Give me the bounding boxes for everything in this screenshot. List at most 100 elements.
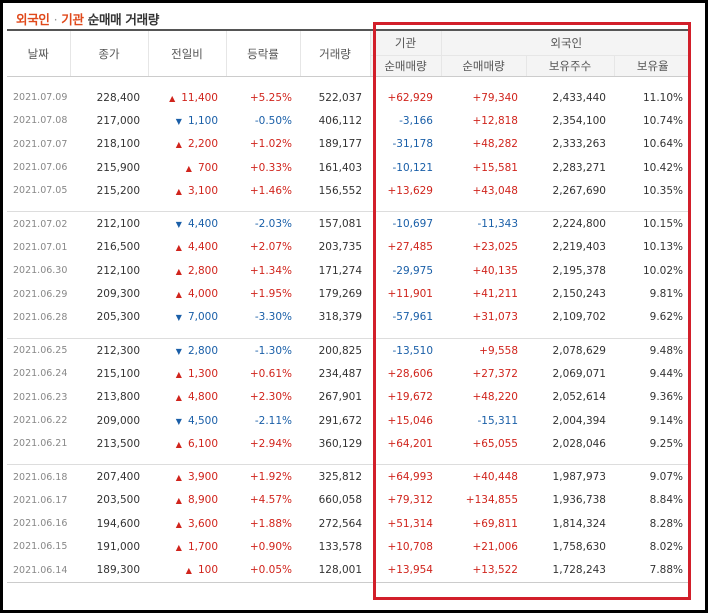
cell-rate: +0.33% [249, 161, 292, 174]
cell-rate: +0.05% [226, 558, 300, 583]
cell-volume: 318,379 [318, 311, 362, 324]
cell-foreign-hold: 2,078,629 [526, 337, 614, 363]
cell-volume: 234,487 [318, 367, 362, 380]
cell-date: 2021.07.05 [13, 185, 68, 197]
table-row: 2021.06.17 203,500 ▲ 8,900 +4.57% 660,058 +79,… [7, 489, 691, 512]
cell-change: ▲ 11,400 [148, 86, 226, 109]
table-row: 2021.06.24 215,100 ▲ 1,300 +0.61% 234,487 +28,… [7, 362, 691, 385]
header-change: 전일비 [147, 29, 226, 77]
down-triangle-icon: ▼ [175, 116, 182, 126]
change-value: 4,400 [187, 218, 218, 231]
cell-foreign-hold: 2,283,271 [552, 161, 606, 174]
cell-date: 2021.06.28 [13, 311, 68, 323]
change-value: 2,800 [187, 344, 218, 357]
cell-foreign-net: +48,282 [472, 138, 518, 151]
table-row: 2021.06.23 213,800 ▲ 4,800 +2.30% 267,901 +19,… [7, 386, 691, 409]
table-row: 2021.06.16 194,600 ▲ 3,600 +1.88% 272,564 +51,… [7, 512, 691, 535]
cell-foreign-hold: 1,987,973 [526, 464, 614, 489]
cell-date: 2021.06.23 [13, 391, 68, 403]
change-value: 1,100 [187, 114, 218, 127]
cell-foreign-ratio: 10.35% [642, 184, 683, 197]
change-value: 1,700 [187, 540, 218, 553]
cell-inst-net: +64,993 [370, 464, 441, 489]
header-volume: 거래량 [299, 29, 370, 77]
cell-close: 191,000 [96, 540, 140, 553]
up-triangle-icon: ▲ [169, 93, 176, 103]
change-value: 11,400 [181, 91, 218, 104]
change-value: 4,000 [187, 288, 218, 301]
cell-foreign-hold: 1,758,630 [552, 540, 606, 553]
cell-change: ▼ 4,500 [148, 409, 226, 432]
cell-change: ▲ 1,700 [148, 535, 226, 558]
up-triangle-icon: ▲ [175, 369, 182, 379]
title-foreign: 외국인 [16, 12, 50, 27]
cell-date: 2021.07.09 [13, 92, 68, 104]
cell-close: 215,200 [96, 184, 140, 197]
cell-foreign-net: +27,372 [472, 367, 518, 380]
cell-inst-net: +19,672 [387, 391, 433, 404]
cell-foreign-net: +43,048 [472, 184, 518, 197]
cell-date: 2021.06.29 [13, 288, 68, 300]
cell-volume: 660,058 [318, 494, 362, 507]
content-frame: 외국인 · 기관 순매매 거래량 날짜 종가 전일비 등락률 거래량 기관 외국인 … [3, 3, 705, 610]
up-triangle-icon: ▲ [175, 243, 182, 253]
cell-foreign-net: -11,343 [441, 211, 526, 236]
header-inst-net: 순매매량 [369, 55, 441, 77]
change-value: 2,200 [187, 138, 218, 151]
cell-rate: +1.34% [249, 264, 292, 277]
cell-close: 212,100 [96, 264, 140, 277]
table-row: 2021.07.09 228,400 ▲ 11,400 +5.25% 522,037 +62… [7, 86, 691, 109]
cell-volume: 156,552 [318, 184, 362, 197]
section-title: 외국인 · 기관 순매매 거래량 [16, 9, 159, 27]
cell-rate: +0.90% [249, 540, 292, 553]
change-value: 4,800 [187, 391, 218, 404]
cell-change: ▲ 2,200 [148, 133, 226, 156]
cell-foreign-ratio: 9.07% [614, 464, 691, 489]
cell-inst-net: +27,485 [387, 241, 433, 254]
header-foreign-hold: 보유주수 [525, 55, 614, 77]
header-foreign-group: 외국인 [440, 29, 691, 56]
cell-change: ▲ 4,000 [148, 282, 226, 305]
cell-date: 2021.06.21 [13, 438, 68, 450]
cell-change: ▼ 2,800 [148, 337, 226, 363]
table-row: 2021.06.18 207,400 ▲ 3,900 +1.92% 325,812 +64,… [7, 464, 691, 489]
cell-volume: 189,177 [318, 138, 362, 151]
cell-foreign-net: +48,220 [472, 391, 518, 404]
table-row: 2021.07.07 218,100 ▲ 2,200 +1.02% 189,177 -31,… [7, 133, 691, 156]
cell-rate: +2.30% [249, 391, 292, 404]
cell-rate: +2.94% [249, 437, 292, 450]
cell-inst-net: -13,510 [370, 337, 441, 363]
table-row: 2021.06.28 205,300 ▼ 7,000 -3.30% 318,379 -57,… [7, 306, 691, 329]
table-row: 2021.06.15 191,000 ▲ 1,700 +0.90% 133,578 +10,… [7, 535, 691, 558]
cell-foreign-net: +69,811 [472, 517, 518, 530]
cell-foreign-net: +23,025 [472, 241, 518, 254]
cell-close: 213,500 [96, 437, 140, 450]
table-row: 2021.06.21 213,500 ▲ 6,100 +2.94% 360,129 +64,… [7, 432, 691, 455]
cell-inst-net: +10,708 [387, 540, 433, 553]
title-rest: 순매매 거래량 [87, 12, 160, 27]
cell-foreign-net: +15,581 [472, 161, 518, 174]
cell-date: 2021.06.15 [13, 541, 68, 553]
table-row: 2021.06.29 209,300 ▲ 4,000 +1.95% 179,269 +11,… [7, 282, 691, 305]
cell-change: ▲ 100 [148, 558, 226, 583]
cell-date: 2021.06.22 [13, 415, 68, 426]
change-value: 4,500 [187, 414, 218, 427]
cell-foreign-ratio: 9.48% [614, 337, 691, 363]
title-dot: · [53, 12, 58, 27]
cell-close: 215,900 [96, 161, 140, 174]
cell-date: 2021.07.02 [7, 211, 70, 236]
cell-inst-net: +13,629 [387, 184, 433, 197]
cell-foreign-ratio: 8.02% [649, 540, 683, 553]
up-triangle-icon: ▲ [175, 542, 182, 552]
table-row: 2021.07.08 217,000 ▼ 1,100 -0.50% 406,112 -3,1… [7, 109, 691, 132]
cell-foreign-net: +41,211 [472, 288, 518, 301]
table-row: 2021.06.22 209,000 ▼ 4,500 -2.11% 291,672 +15,… [7, 409, 691, 432]
cell-inst-net: -3,166 [399, 114, 433, 127]
up-triangle-icon: ▲ [175, 473, 182, 483]
cell-foreign-hold: 2,219,403 [552, 241, 606, 254]
table-row: 2021.07.05 215,200 ▲ 3,100 +1.46% 156,552 +13,… [7, 179, 691, 202]
cell-inst-net: -31,178 [392, 138, 433, 151]
cell-foreign-ratio: 9.44% [649, 367, 683, 380]
cell-inst-net: -29,975 [392, 264, 433, 277]
cell-foreign-ratio: 11.10% [642, 91, 683, 104]
